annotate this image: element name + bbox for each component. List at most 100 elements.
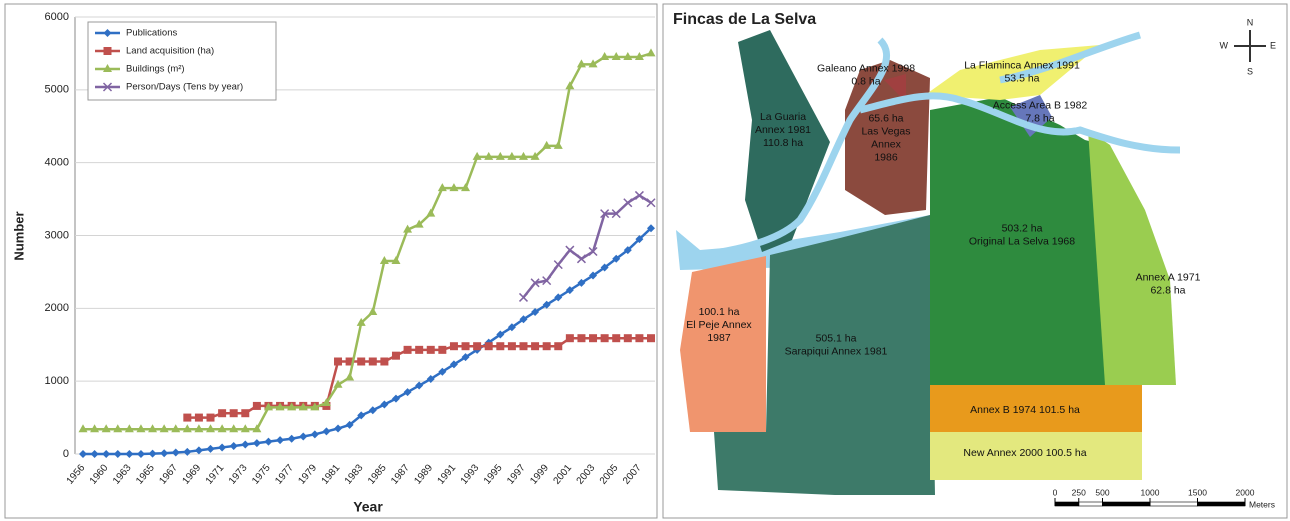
data-point xyxy=(426,345,435,354)
data-point xyxy=(403,345,412,354)
data-point xyxy=(461,353,470,362)
data-point xyxy=(182,424,192,433)
scale-label: 1500 xyxy=(1188,487,1207,497)
data-point xyxy=(589,271,598,280)
parcel xyxy=(714,215,935,495)
data-point xyxy=(634,52,644,61)
y-tick-label: 0 xyxy=(63,448,69,460)
parcel-label: 110.8 ha xyxy=(763,137,803,149)
data-point xyxy=(124,424,134,433)
data-point xyxy=(299,432,308,441)
data-point xyxy=(391,351,400,360)
data-point xyxy=(241,440,250,449)
data-point xyxy=(78,424,88,433)
data-point xyxy=(495,151,505,160)
y-axis-title: Number xyxy=(11,211,26,260)
data-point xyxy=(264,437,273,446)
data-point xyxy=(101,424,111,433)
data-point xyxy=(600,209,610,219)
parcel-label: Annex xyxy=(871,138,902,150)
scale-label: 1000 xyxy=(1141,487,1160,497)
scale-segment xyxy=(1197,501,1246,507)
data-point xyxy=(414,219,424,228)
data-point xyxy=(136,450,145,458)
data-point xyxy=(263,402,273,411)
y-tick-label: 5000 xyxy=(45,84,69,96)
data-point xyxy=(113,450,122,458)
parcel-label: Annex B 1974 101.5 ha xyxy=(970,404,1080,416)
data-point xyxy=(194,424,204,433)
data-point xyxy=(588,246,598,257)
data-point xyxy=(600,263,609,272)
data-point xyxy=(252,424,262,433)
parcel-label: Annex A 1971 xyxy=(1136,271,1201,283)
parcel xyxy=(1088,130,1176,385)
data-point xyxy=(298,402,308,411)
y-tick-label: 4000 xyxy=(45,157,69,169)
data-point xyxy=(206,424,216,433)
scale-label: 500 xyxy=(1095,487,1109,497)
parcel-label: 100.1 ha xyxy=(699,306,740,318)
data-point xyxy=(310,430,319,439)
data-point xyxy=(519,342,528,351)
scale-segment xyxy=(1102,501,1151,507)
legend-label: Land acquisition (ha) xyxy=(126,46,214,57)
data-point xyxy=(438,367,447,376)
data-point xyxy=(612,334,621,343)
data-point xyxy=(276,436,285,445)
data-point xyxy=(449,183,459,192)
data-point xyxy=(148,449,157,458)
data-point xyxy=(588,59,598,68)
data-point xyxy=(612,254,621,263)
data-point xyxy=(357,411,366,420)
data-point xyxy=(380,357,389,366)
parcel-label: 53.5 ha xyxy=(1004,72,1039,84)
data-point xyxy=(368,306,378,315)
data-point xyxy=(183,413,192,422)
data-point xyxy=(623,52,633,61)
parcel-label: La Flaminca Annex 1991 xyxy=(964,59,1080,71)
data-point xyxy=(217,424,227,433)
data-point xyxy=(90,450,99,458)
parcel-label: 0.8 ha xyxy=(851,75,880,87)
data-point xyxy=(206,413,215,422)
data-point xyxy=(577,334,586,343)
compass-label: E xyxy=(1270,40,1276,50)
y-tick-label: 2000 xyxy=(45,302,69,314)
chart: Number Year 0100020003000400050006000195… xyxy=(11,11,656,515)
scale-label: 2000 xyxy=(1236,487,1255,497)
map-title: Fincas de La Selva xyxy=(673,11,816,28)
data-point xyxy=(600,52,610,61)
legend-label: Publications xyxy=(126,28,177,39)
data-point xyxy=(334,424,343,433)
data-point xyxy=(576,254,586,264)
data-point xyxy=(507,342,516,351)
data-point xyxy=(356,317,366,326)
data-point xyxy=(333,379,343,388)
data-point xyxy=(449,360,458,369)
data-point xyxy=(589,334,598,343)
data-point xyxy=(229,441,238,450)
data-point xyxy=(102,450,111,458)
data-point xyxy=(415,381,424,390)
legend-marker xyxy=(103,64,112,72)
compass-label: W xyxy=(1220,40,1229,50)
data-point xyxy=(647,334,655,343)
data-point xyxy=(136,424,146,433)
parcel-label: 1987 xyxy=(707,332,731,344)
data-point xyxy=(218,443,227,452)
scale-label: 250 xyxy=(1072,487,1086,497)
data-point xyxy=(171,424,181,433)
data-point xyxy=(565,245,575,255)
data-point xyxy=(206,444,215,453)
y-tick-label: 3000 xyxy=(45,229,69,241)
data-point xyxy=(576,59,586,68)
data-point xyxy=(496,342,505,351)
parcel-label: 7.8 ha xyxy=(1025,112,1054,124)
data-point xyxy=(403,388,412,397)
compass-label: S xyxy=(1247,66,1253,76)
data-point xyxy=(438,345,447,354)
data-point xyxy=(554,342,563,351)
data-point xyxy=(252,401,261,410)
